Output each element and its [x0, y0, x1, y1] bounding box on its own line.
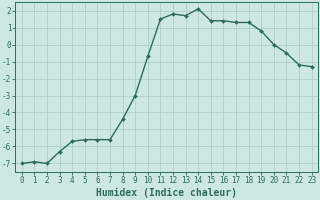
X-axis label: Humidex (Indice chaleur): Humidex (Indice chaleur) [96, 188, 237, 198]
